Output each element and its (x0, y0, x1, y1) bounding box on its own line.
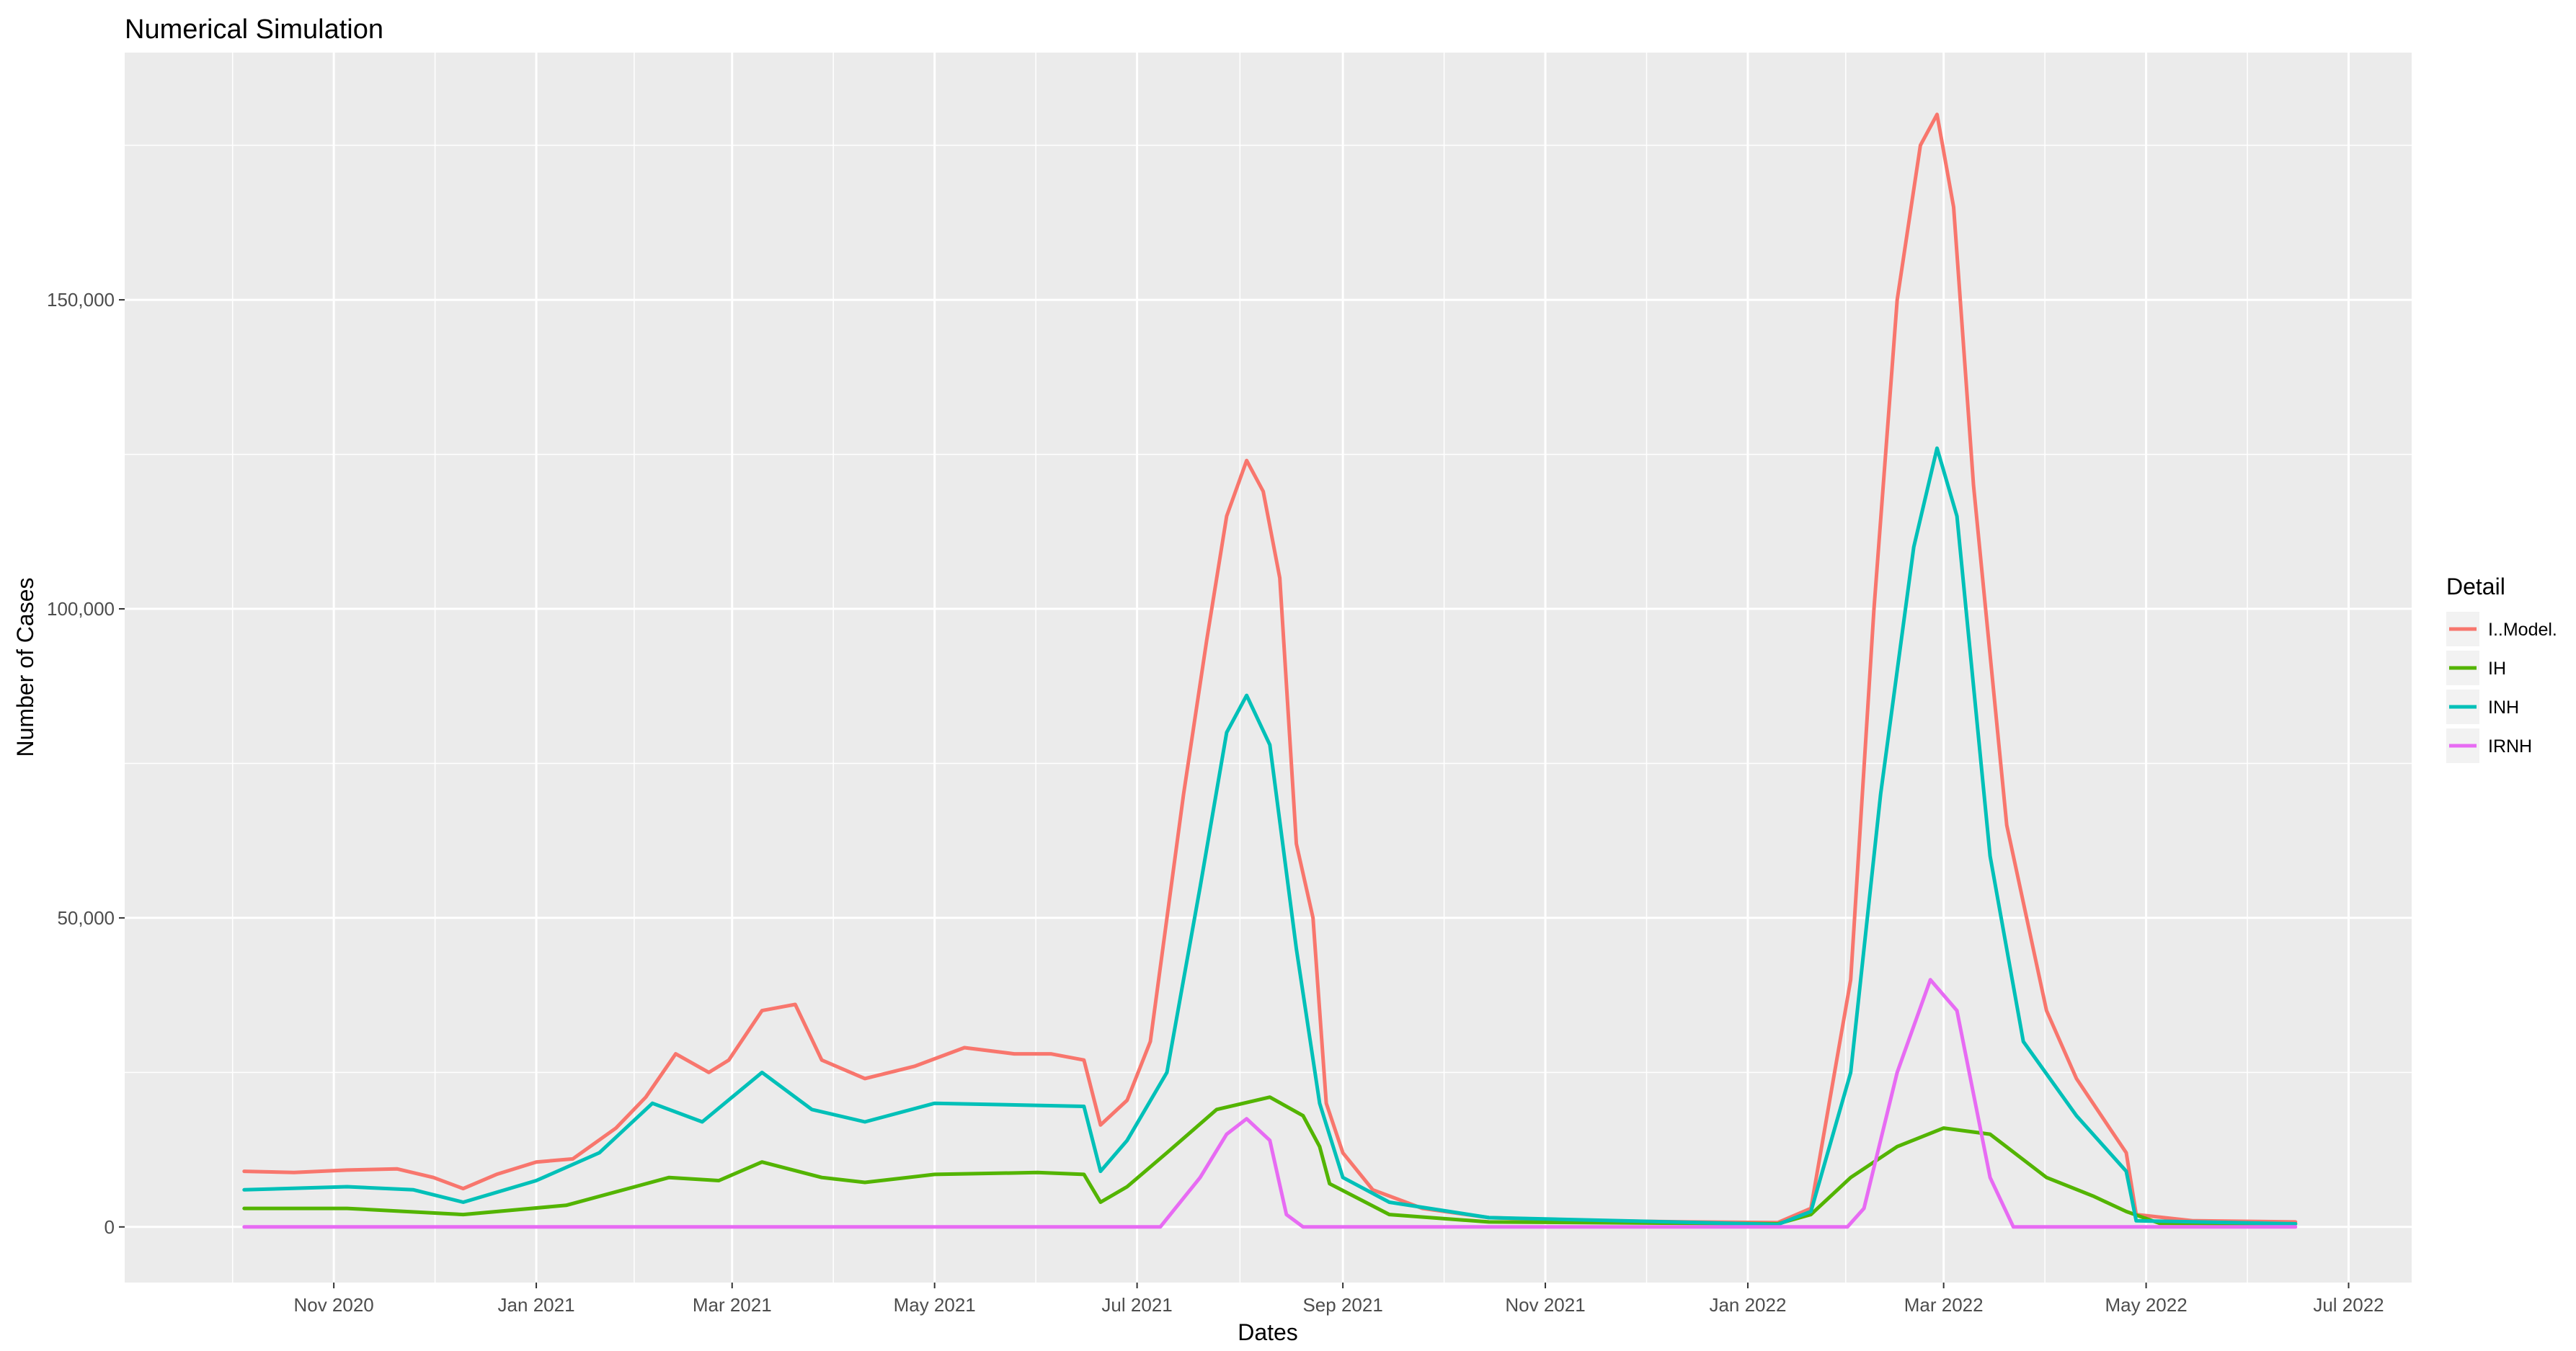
x-tick-label: Jan 2022 (1709, 1294, 1786, 1316)
series-lines (242, 112, 2298, 1229)
x-tick-label: Jul 2021 (1101, 1294, 1172, 1316)
y-tick-label: 0 (105, 1216, 115, 1238)
x-tick-label: Nov 2020 (293, 1294, 373, 1316)
grid-lines (125, 53, 2412, 1283)
x-tick-label: May 2022 (2105, 1294, 2187, 1316)
series-line-3 (242, 978, 2298, 1229)
y-axis: 0 50,000 100,000 150,000 (47, 289, 125, 1238)
x-tick-label: Nov 2021 (1505, 1294, 1585, 1316)
series-line-1 (242, 1095, 2298, 1226)
y-tick-label: 100,000 (47, 598, 115, 620)
plot-panel (125, 53, 2412, 1283)
x-tick-label: Mar 2021 (693, 1294, 772, 1316)
x-tick-label: Jul 2022 (2313, 1294, 2384, 1316)
legend-label: IH (2488, 659, 2506, 679)
x-axis-title: Dates (1238, 1319, 1298, 1345)
series-line-2 (242, 446, 2298, 1226)
y-tick-label: 150,000 (47, 289, 115, 311)
legend-title: Detail (2446, 574, 2505, 599)
x-tick-label: Jan 2021 (498, 1294, 575, 1316)
x-tick-label: May 2021 (894, 1294, 976, 1316)
series-line-0 (242, 112, 2298, 1225)
legend-label: I..Model. (2488, 620, 2557, 640)
legend-label: INH (2488, 697, 2519, 718)
legend: Detail I..Model. IH INH IRNH (2446, 574, 2557, 763)
y-tick-label: 50,000 (57, 907, 115, 929)
x-axis: Nov 2020 Jan 2021 Mar 2021 May 2021 Jul 2021… (293, 1283, 2384, 1316)
chart-title: Numerical Simulation (125, 14, 383, 45)
x-tick-label: Mar 2022 (1904, 1294, 1984, 1316)
y-axis-title: Number of Cases (12, 578, 38, 757)
legend-items: I..Model. IH INH IRNH (2446, 612, 2557, 763)
x-tick-label: Sep 2021 (1302, 1294, 1382, 1316)
legend-label: IRNH (2488, 736, 2532, 757)
